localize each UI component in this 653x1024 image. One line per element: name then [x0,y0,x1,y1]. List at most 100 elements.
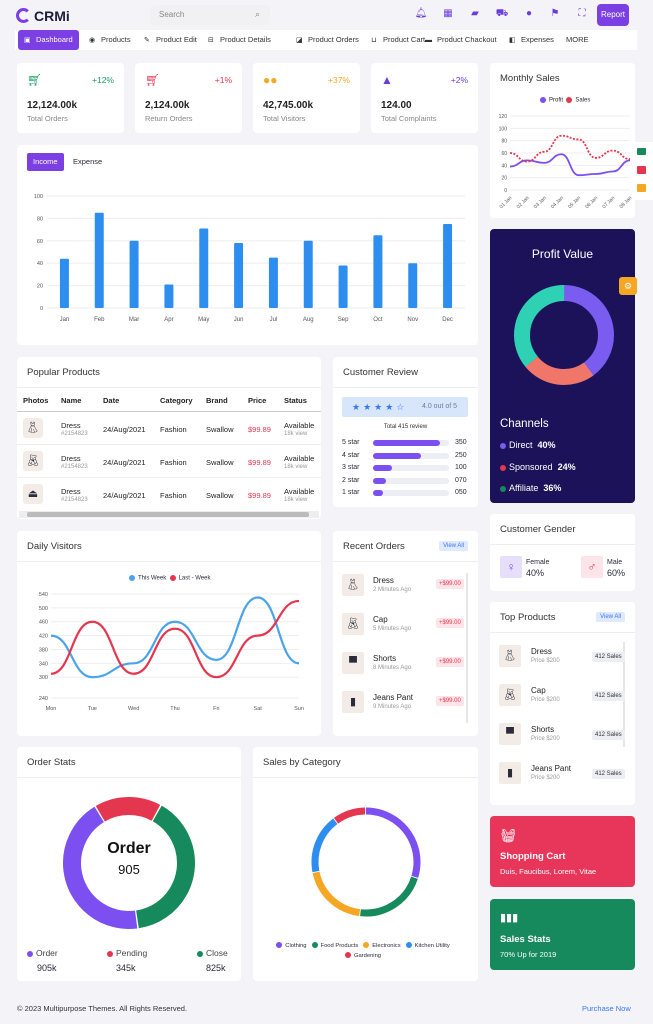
nav-item-expenses[interactable]: ◧ Expenses [509,30,554,50]
order-price: +$99.00 [436,696,464,706]
horizontal-scrollbar[interactable] [19,511,319,518]
chart-legend: This Week Last - Week [129,575,210,582]
list-item[interactable]: ▀ Shorts Price $200 412 Sales [490,723,635,753]
y-tick-label: 100 [499,126,508,132]
nav-item-dashboard[interactable]: ▣ Dashboard [18,30,79,50]
search-icon[interactable]: ⌕ [255,9,261,19]
channels-title: Channels [500,418,549,430]
x-tick-label: Jul [270,317,278,323]
products-icon: ◉ [89,37,96,44]
col-header: Status [284,396,307,405]
legend-label: Sales [575,97,591,104]
list-item[interactable]: 🧸︎ Cap 5 Minutes Ago +$99.00 [333,613,478,643]
bell-icon[interactable]: 🔔︎ [414,8,428,19]
legend-item: Gardening [344,951,381,961]
tab-income[interactable]: Income [27,153,64,171]
product-name: Shorts [531,725,555,734]
donut-slice [311,807,421,917]
donut-slice [63,797,195,930]
review-bar-track [373,477,449,484]
x-tick-label: Nov [407,317,418,323]
tab-expense[interactable]: Expense [73,157,103,166]
search-box[interactable]: Search ⌕ [150,5,270,25]
chart-icon[interactable] [637,166,646,174]
purchase-link[interactable]: Purchase Now [582,1004,631,1013]
stat-value: 124.00 [381,100,412,111]
view-all-button[interactable]: View All [439,541,468,551]
list-item[interactable]: ▮ Jeans Pant 9 Minutes Ago +$99.00 [333,691,478,721]
review-label: 2 star [342,476,360,484]
list-item[interactable]: ▀ Shorts 8 Minutes Ago +$99.00 [333,652,478,682]
nav-item-product-edit[interactable]: ✎ Product Edit [144,30,197,50]
stat-pending-value: 345k [116,963,136,973]
stat-pct: +1% [214,75,232,85]
product-thumb-icon: 🧸︎ [499,684,521,706]
nav-item-products[interactable]: ◉ Products [89,30,131,50]
col-header: Category [160,396,193,405]
chat-icon[interactable]: ● [525,8,533,19]
legend-item: Food Products [311,941,358,951]
grid-icon[interactable]: ▦ [443,8,453,19]
x-tick-label: 02 Jan [516,195,531,210]
note-icon[interactable] [637,184,646,192]
legend-dot [405,942,412,949]
order-donut-chart [63,797,195,930]
stat-card-total-complaints: ▲ +2% 124.00 Total Complaints [371,63,478,133]
pant-icon: ▮ [342,691,364,713]
x-tick-label: 03 Jan [533,195,548,210]
x-tick-label: Mar [129,317,139,323]
nav-item-product-cart[interactable]: ⊔ Product Cart [371,30,425,50]
y-tick-label: 0 [40,306,43,312]
warning-icon: ▲ [381,73,393,87]
brand-name: CRMi [34,8,70,24]
money-icon[interactable] [637,148,646,155]
shopping-cart-card[interactable]: 🧺︎ Shopping Cart Duis, Faucibus, Lorem, … [490,816,635,887]
card-title: Daily Visitors [27,541,82,552]
cart-icon[interactable]: ⛟ [495,8,509,19]
product-thumb-icon: ▀ [499,723,521,745]
view-all-button[interactable]: View All [596,612,625,622]
col-header: Brand [206,396,228,405]
nav-item-more[interactable]: MORE [566,35,589,44]
sales-stats-card[interactable]: ▮▮▮ Sales Stats 70% Up for 2019 [490,899,635,970]
review-bar-fill [373,465,392,471]
flag-icon[interactable]: ⚑ [550,8,560,19]
report-button[interactable]: Report [597,4,629,26]
x-tick-label: Apr [164,317,173,323]
order-price: +$99.00 [436,657,464,667]
file-icon[interactable]: ▰ [471,8,479,19]
stat-label: Total Visitors [263,114,306,123]
scrollbar-thumb[interactable] [27,512,309,517]
list-item[interactable]: 👗︎ Dress Price $200 412 Sales [490,645,635,675]
legend-dot [276,942,283,949]
stat-pct: +2% [450,75,468,85]
x-tick-label: Feb [94,317,105,323]
list-item[interactable]: 👗︎ Dress 2 Minutes Ago +$99.00 [333,574,478,604]
order-price: +$99.00 [436,618,464,628]
donut-slice [311,807,421,917]
review-count: 050 [455,489,467,496]
nav-item-product-details[interactable]: ⊟ Product Details [208,30,271,50]
card-title: Monthly Sales [500,73,560,84]
settings-icon[interactable]: ⚙ [619,277,637,295]
product-thumb-icon: ▮ [499,762,521,784]
list-item[interactable]: ▮ Jeans Pant Price $200 412 Sales [490,762,635,792]
bar [94,212,104,308]
nav-item-product-checkout[interactable]: ▬ Product Chackout [425,30,497,50]
y-tick-label: 420 [39,634,48,640]
customer-gender-card: Customer Gender ♀ Female 40% ♂ Male 60% [490,514,635,591]
legend-item: Electronics [363,941,401,951]
donut-slice [311,807,421,917]
scroll-track[interactable] [466,573,468,723]
x-tick-label: 06 Jan [584,195,599,210]
nav-item-product-orders[interactable]: ◪ Product Orders [296,30,359,50]
product-name: Jeans Pant [531,764,572,773]
list-item[interactable]: 🧸︎ Cap Price $200 412 Sales [490,684,635,714]
stat-label: Total Orders [27,114,68,123]
card-title: Top Products [500,612,556,623]
review-bar-track [373,452,449,459]
fullscreen-icon[interactable]: ⛶ [578,8,586,19]
review-count: 350 [455,439,467,446]
donut-slice [311,807,421,917]
